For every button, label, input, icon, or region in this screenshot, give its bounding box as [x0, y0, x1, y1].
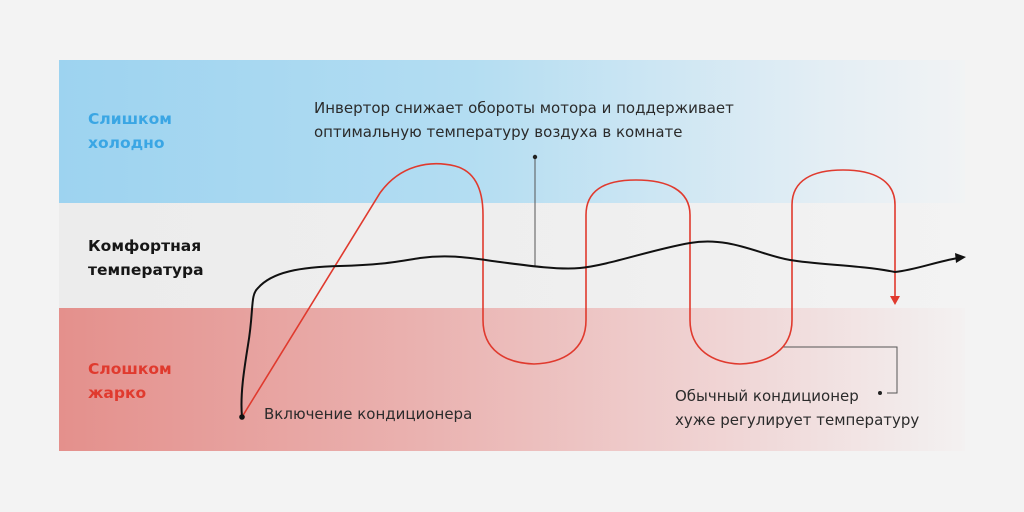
inverter-curve: [240, 240, 959, 418]
regular-arrowhead-icon: [890, 296, 900, 305]
comfort-label-line2: температура: [88, 261, 204, 279]
regular-annotation-line1: Обычный кондиционер: [675, 387, 859, 405]
inverter-annotation-line1: Инвертор снижает обороты мотора и поддер…: [314, 99, 734, 117]
regular-leader-line: [782, 346, 898, 394]
inverter-annotation: Инвертор снижает обороты мотора и поддер…: [314, 96, 734, 144]
regular-leader-dot: [878, 391, 882, 395]
inverter-arrowhead-icon: [955, 253, 966, 263]
too-cold-label: Слишком холодно: [88, 107, 172, 155]
start-annotation-text: Включение кондиционера: [264, 405, 473, 423]
start-annotation: Включение кондиционера: [264, 402, 472, 426]
too-hot-label-line2: жарко: [88, 384, 147, 402]
inverter-leader-dot: [532, 154, 538, 160]
regular-annotation-line2: хуже регулирует температуру: [675, 411, 920, 429]
regular-ac-annotation: Обычный кондиционер хуже регулирует темп…: [675, 384, 919, 432]
too-cold-label-line1: Слишком: [88, 110, 172, 128]
too-hot-label-line1: Слошком: [88, 360, 172, 378]
inverter-annotation-line2: оптимальную температуру воздуха в комнат…: [314, 123, 683, 141]
comfort-band: [59, 203, 965, 308]
comfort-label-line1: Комфортная: [88, 237, 202, 255]
regular-ac-curve: [241, 163, 896, 418]
comfort-label: Комфортная температура: [88, 234, 204, 282]
start-point-dot: [239, 414, 245, 420]
too-hot-band: [59, 308, 965, 451]
too-cold-label-line2: холодно: [88, 134, 165, 152]
too-hot-label: Слошком жарко: [88, 357, 172, 405]
too-cold-band: [59, 60, 965, 203]
